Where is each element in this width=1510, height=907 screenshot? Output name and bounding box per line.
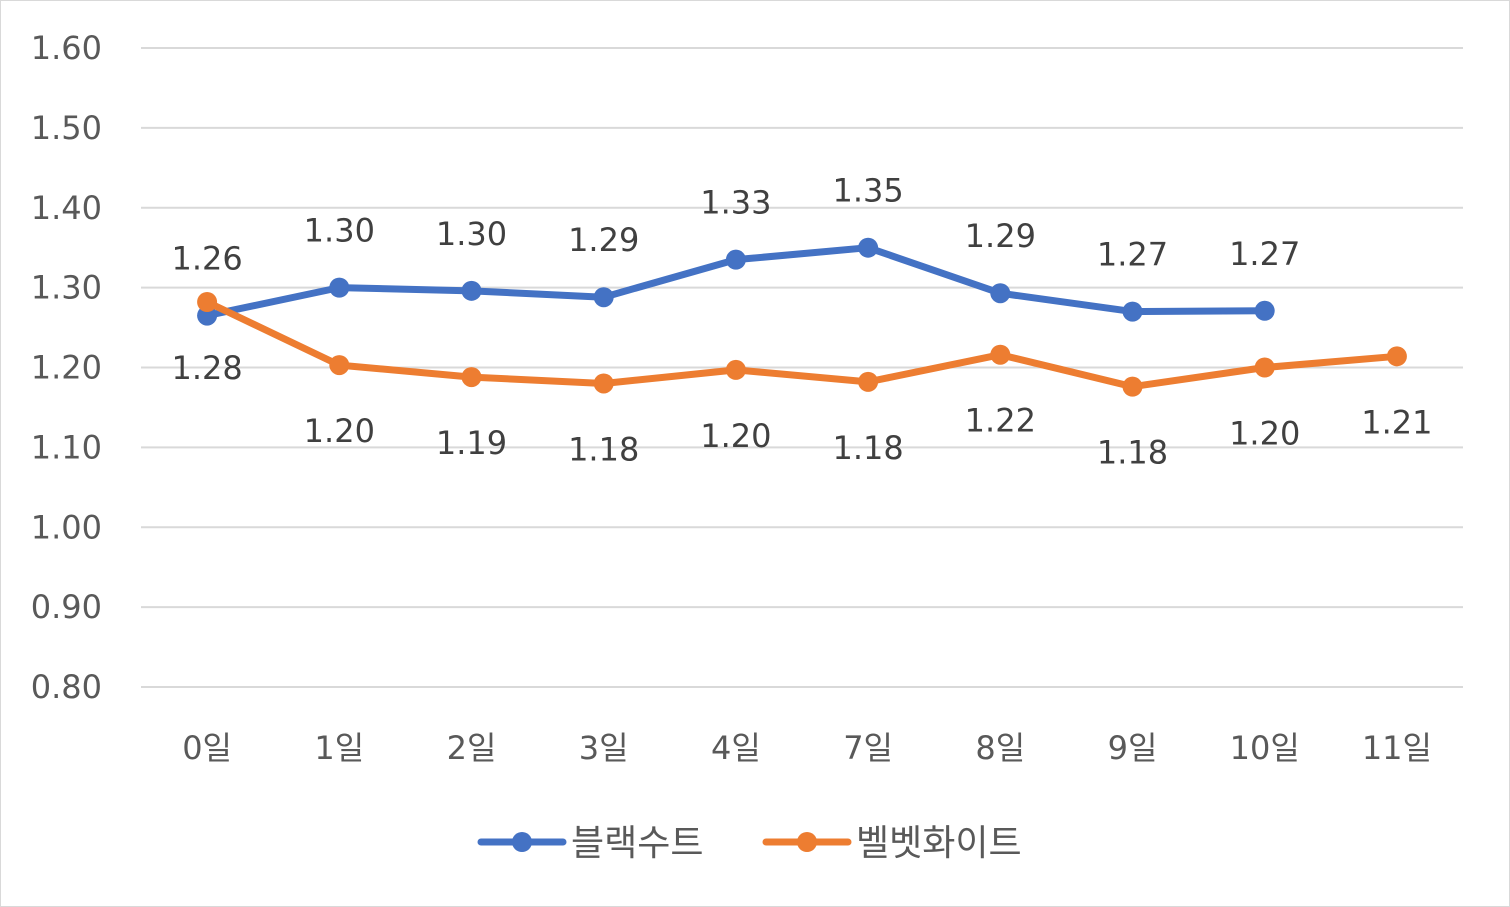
data-label: 1.18 [1097,434,1168,472]
x-tick-label: 2일 [447,729,497,767]
data-point [461,367,482,388]
data-label: 1.20 [1229,415,1300,453]
y-tick-label: 0.90 [31,588,102,626]
y-axis-ticks: 0.80 0.90 1.00 1.10 1.20 1.30 1.40 1.50 1.60 [31,29,102,706]
data-point [990,344,1011,365]
series-lines [197,237,1407,397]
x-tick-label: 3일 [579,729,629,767]
data-label: 1.29 [568,221,639,259]
data-label: 1.30 [436,215,507,253]
series-line [203,298,1401,391]
data-label: 1.26 [171,240,242,278]
data-point [593,373,614,394]
data-label: 1.19 [436,424,507,462]
x-tick-label: 8일 [975,729,1025,767]
x-tick-label: 1일 [314,729,364,767]
data-label: 1.21 [1361,403,1432,441]
data-label: 1.18 [832,429,903,467]
data-point [1122,376,1143,397]
x-tick-label: 0일 [182,729,232,767]
data-point [1254,300,1275,321]
data-label: 1.27 [1229,235,1300,273]
legend-label: 벨벳화이트 [856,823,1022,864]
data-point [1122,301,1143,322]
y-tick-label: 1.60 [31,29,102,67]
data-point [858,237,879,258]
y-tick-label: 0.80 [31,668,102,706]
x-tick-label: 10일 [1230,729,1300,767]
y-tick-label: 1.00 [31,508,102,546]
data-point [725,249,746,270]
y-tick-label: 1.10 [31,428,102,466]
data-point [1386,346,1407,367]
data-point [329,355,350,376]
y-tick-label: 1.50 [31,109,102,147]
legend-label: 블랙수트 [571,823,703,864]
data-point [990,283,1011,304]
y-tick-label: 1.30 [31,269,102,307]
y-tick-label: 1.20 [31,349,102,387]
legend-item: 블랙수트 [477,823,703,864]
data-point [329,277,350,298]
data-label: 1.18 [568,430,639,468]
data-label: 1.22 [965,402,1036,440]
data-point [725,359,746,380]
legend-swatch-marker [797,832,817,852]
y-tick-label: 1.40 [31,189,102,227]
data-label: 1.28 [171,349,242,387]
legend-item: 벨벳화이트 [762,823,1022,864]
data-labels: 1.26 1.30 1.30 1.29 1.33 1.35 1.29 1.27 1.27 1.28… [171,172,1432,472]
x-tick-label: 9일 [1108,729,1158,767]
x-tick-label: 7일 [843,729,893,767]
data-label: 1.27 [1097,236,1168,274]
data-point [197,292,218,313]
data-point [858,371,879,392]
data-label: 1.33 [700,184,771,222]
data-label: 1.29 [965,217,1036,255]
data-point [593,287,614,308]
x-tick-label: 11일 [1362,729,1432,767]
x-axis-ticks: 0일 1일 2일 3일 4일 7일 8일 9일 10일 11일 [182,729,1432,767]
data-label: 1.20 [304,412,375,450]
x-tick-label: 4일 [711,729,761,767]
data-label: 1.20 [700,417,771,455]
legend: 블랙수트 벨벳화이트 [477,823,1022,864]
data-point [1254,357,1275,378]
data-point [461,280,482,301]
data-label: 1.30 [304,212,375,250]
legend-swatch-marker [512,832,532,852]
data-label: 1.35 [832,172,903,210]
